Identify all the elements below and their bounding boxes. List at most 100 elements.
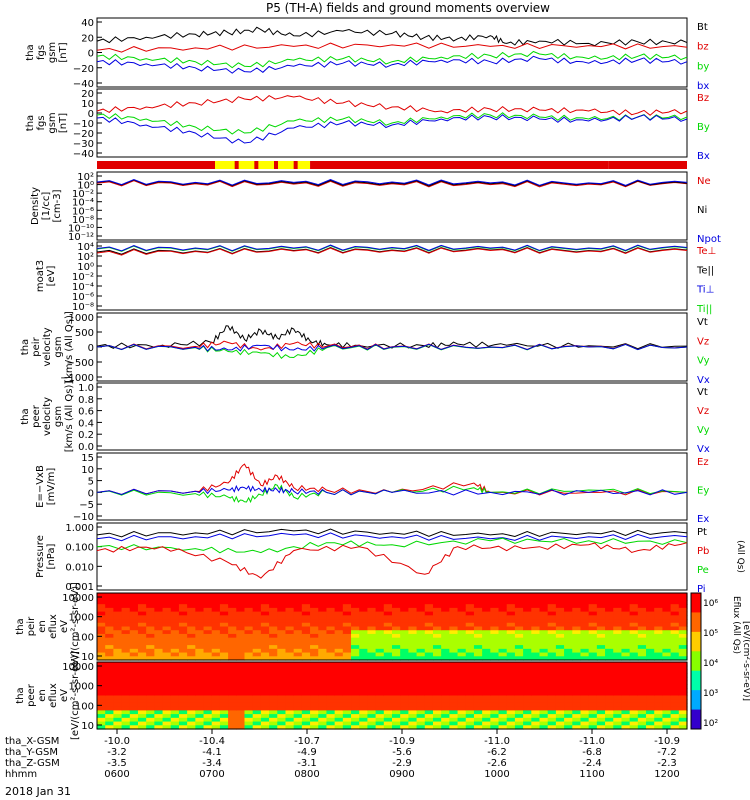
heatmap-cell — [523, 684, 532, 689]
heatmap-cell — [572, 676, 582, 682]
heatmap-cell — [236, 706, 246, 711]
heatmap-cell — [490, 725, 500, 730]
heatmap-cell — [154, 695, 164, 700]
heatmap-cell — [523, 615, 532, 620]
heatmap-cell — [170, 630, 180, 635]
heatmap-cell — [260, 665, 270, 671]
heatmap-cell — [408, 626, 418, 631]
heatmap-cell — [457, 641, 467, 646]
heatmap-cell — [392, 710, 401, 715]
heatmap-cell — [400, 652, 409, 657]
heatmap-cell — [572, 669, 582, 674]
heatmap-cell — [662, 619, 672, 624]
heatmap-cell — [482, 695, 491, 700]
heatmap-cell — [523, 676, 532, 682]
series-vt — [96, 325, 688, 350]
heatmap-cell — [564, 611, 573, 616]
heatmap-cell — [392, 706, 401, 711]
heatmap-cell — [646, 680, 655, 685]
heatmap-cell — [359, 699, 369, 704]
heatmap-cell — [465, 673, 475, 678]
heatmap-cell — [408, 633, 418, 639]
heatmap-cell — [678, 676, 688, 682]
heatmap-cell — [432, 680, 442, 685]
y-tick-label: 0.6 — [78, 407, 94, 418]
heatmap-cell — [498, 691, 508, 697]
heatmap-cell — [670, 688, 680, 693]
heatmap-cell — [465, 645, 475, 650]
y-axis-label: [eV/(cm²-s-sr-eV)] — [70, 582, 81, 671]
heatmap-cell — [236, 669, 246, 674]
heatmap-cell — [228, 641, 237, 646]
panel-frame — [96, 522, 688, 591]
heatmap-cell — [97, 684, 106, 689]
heatmap-cell — [654, 648, 664, 654]
heatmap-cell — [670, 596, 680, 602]
heatmap-cell — [408, 604, 418, 609]
heatmap-cell — [678, 669, 688, 674]
heatmap-cell — [293, 600, 303, 605]
heatmap-cell — [375, 688, 385, 693]
heatmap-cell — [187, 619, 196, 624]
heatmap-cell — [310, 706, 319, 711]
heatmap-cell — [301, 648, 311, 654]
heatmap-cell — [531, 630, 541, 635]
heatmap-cell — [154, 619, 164, 624]
heatmap-cell — [432, 702, 442, 708]
series-by — [96, 50, 688, 69]
heatmap-cell — [334, 695, 344, 700]
heatmap-cell — [113, 717, 123, 723]
heatmap-cell — [457, 648, 467, 654]
heatmap-cell — [629, 665, 639, 671]
heatmap-cell — [187, 633, 196, 639]
heatmap-cell — [580, 607, 590, 613]
legend-te: Te⊥ — [696, 246, 716, 257]
heatmap-cell — [432, 684, 442, 689]
heatmap-cell — [334, 691, 344, 697]
heatmap-cell — [441, 680, 450, 685]
heatmap-cell — [228, 622, 237, 628]
heatmap-cell — [400, 637, 409, 642]
heatmap-cell — [490, 645, 500, 650]
heatmap-cell — [367, 615, 377, 620]
heatmap-cell — [555, 648, 565, 654]
heatmap-cell — [154, 669, 164, 674]
heatmap-cell — [277, 648, 287, 654]
heatmap-cell — [113, 665, 123, 671]
heatmap-cell — [621, 717, 631, 723]
heatmap-cell — [432, 688, 442, 693]
heatmap-cell — [416, 665, 426, 671]
heatmap-cell — [383, 699, 393, 704]
heatmap-cell — [137, 680, 147, 685]
heatmap-cell — [441, 619, 450, 624]
heatmap-cell — [383, 593, 393, 598]
heatmap-cell — [203, 626, 213, 631]
heatmap-cell — [342, 619, 352, 624]
legend-pi: Pi — [697, 584, 706, 595]
heatmap-cell — [203, 619, 213, 624]
heatmap-cell — [162, 702, 172, 708]
heatmap-cell — [564, 619, 573, 624]
heatmap-cell — [654, 691, 664, 697]
heatmap-cell — [654, 699, 664, 704]
heatmap-cell — [211, 714, 221, 719]
heatmap-cell — [154, 721, 164, 726]
heatmap-cell — [342, 648, 352, 654]
heatmap-cell — [498, 665, 508, 671]
heatmap-cell — [351, 648, 360, 654]
heatmap-cell — [473, 710, 483, 715]
heatmap-cell — [359, 607, 369, 613]
heatmap-cell — [408, 725, 418, 730]
heatmap-cell — [432, 665, 442, 671]
heatmap-cell — [334, 615, 344, 620]
heatmap-cell — [105, 691, 114, 697]
heatmap-cell — [482, 676, 491, 682]
heatmap-cell — [154, 593, 164, 598]
heatmap-cell — [219, 680, 229, 685]
heatmap-cell — [637, 645, 647, 650]
heatmap-cell — [547, 593, 557, 598]
heatmap-cell — [392, 596, 401, 602]
heatmap-cell — [441, 665, 450, 671]
heatmap-cell — [211, 673, 221, 678]
heatmap-cell — [301, 662, 311, 667]
